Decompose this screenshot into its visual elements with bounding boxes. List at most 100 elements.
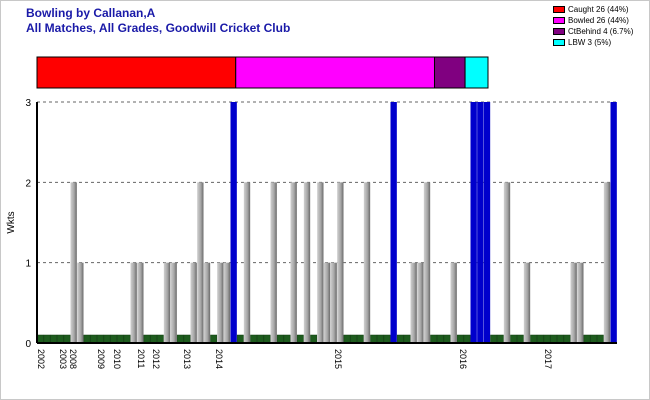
zero-wicket-marker (176, 334, 184, 344)
wicket-bar (330, 262, 337, 343)
zero-wicket-marker (63, 334, 71, 344)
y-tick-label: 2 (25, 178, 31, 189)
dismissal-segment-lbw (464, 56, 489, 89)
zero-wicket-marker (256, 334, 264, 344)
wicket-bar (197, 182, 204, 343)
zero-wicket-marker (96, 334, 104, 344)
x-year-label: 2002 (36, 349, 46, 369)
zero-wicket-marker (310, 334, 318, 344)
zero-wicket-marker (356, 334, 364, 344)
dismissal-bar-outline (36, 56, 489, 89)
legend-swatch-caught (553, 6, 565, 13)
zero-wicket-marker (90, 334, 98, 344)
y-axis-label: Wkts (6, 211, 17, 233)
legend-item-caught: Caught 26 (44%) (553, 4, 633, 15)
x-year-label: 2003 (58, 349, 68, 369)
zero-wicket-marker (43, 334, 51, 344)
zero-wicket-marker (510, 334, 518, 344)
zero-wicket-marker (183, 334, 191, 344)
dismissal-segment-bowled (235, 56, 435, 89)
x-year-label: 2012 (151, 349, 161, 369)
wicket-bar (270, 182, 277, 343)
x-year-label: 2015 (333, 349, 343, 369)
zero-wicket-marker (370, 334, 378, 344)
wicket-bar (410, 262, 417, 343)
wicket-bar (290, 182, 297, 343)
y-tick-label: 1 (25, 259, 31, 270)
wicket-bar-highlight (230, 102, 237, 343)
wicket-bar (137, 262, 144, 343)
zero-wicket-marker (263, 334, 271, 344)
zero-wicket-marker (150, 334, 158, 344)
zero-wicket-marker (490, 334, 498, 344)
zero-wicket-marker (276, 334, 284, 344)
wicket-bar (503, 182, 511, 343)
wicket-bar-highlight (477, 102, 484, 343)
legend-swatch-lbw (553, 39, 565, 46)
zero-wicket-marker (283, 334, 291, 344)
zero-wicket-marker (516, 334, 524, 344)
zero-wicket-marker (463, 334, 471, 344)
legend-item-bowled: Bowled 26 (44%) (553, 15, 633, 26)
legend-label-ctbehind: CtBehind 4 (6.7%) (568, 27, 634, 36)
x-year-label: 2010 (112, 349, 122, 369)
zero-wicket-marker (563, 334, 571, 344)
zero-wicket-marker (36, 334, 44, 344)
wicket-bar (570, 262, 577, 343)
wicket-bar (203, 262, 211, 343)
wicket-bar-highlight (390, 102, 397, 343)
x-year-label: 2017 (543, 349, 553, 369)
wicket-bar (163, 262, 171, 343)
zero-wicket-marker (250, 334, 258, 344)
zero-wicket-marker (596, 334, 604, 344)
zero-wicket-marker (110, 334, 118, 344)
zero-wicket-marker (496, 334, 504, 344)
zero-wicket-marker (236, 334, 244, 344)
wicket-bar-highlight (470, 102, 477, 343)
zero-wicket-marker (56, 334, 64, 344)
dismissal-segment-ctbehind (433, 56, 466, 89)
zero-wicket-marker (456, 334, 464, 344)
zero-wicket-marker (210, 334, 218, 344)
wicket-bar (417, 262, 424, 343)
wicket-bar (523, 262, 531, 343)
chart-subtitle: All Matches, All Grades, Goodwill Cricke… (26, 21, 291, 35)
wicket-bar (603, 182, 611, 343)
wicket-bar (217, 262, 224, 343)
legend-item-lbw: LBW 3 (5%) (553, 37, 633, 48)
zero-wicket-marker (383, 334, 391, 344)
zero-wicket-marker (296, 334, 304, 344)
wicket-bar (70, 182, 77, 343)
zero-wicket-marker (103, 334, 111, 344)
wicket-bar (243, 182, 251, 343)
zero-wicket-marker (443, 334, 451, 344)
wicket-bar (423, 182, 431, 343)
wicket-bar (303, 182, 311, 343)
zero-wicket-marker (123, 334, 131, 344)
legend-label-caught: Caught 26 (44%) (568, 5, 629, 14)
zero-wicket-marker (550, 334, 558, 344)
x-year-label: 2013 (182, 349, 192, 369)
zero-wicket-marker (403, 334, 411, 344)
legend-swatch-bowled (553, 17, 565, 24)
zero-wicket-marker (530, 334, 538, 344)
zero-wicket-marker (436, 334, 444, 344)
y-tick-label: 0 (25, 339, 31, 350)
zero-wicket-marker (583, 334, 591, 344)
legend-item-ctbehind: CtBehind 4 (6.7%) (553, 26, 633, 37)
wicket-bar (190, 262, 197, 343)
zero-wicket-marker (430, 334, 438, 344)
chart-title: Bowling by Callanan,A (26, 6, 156, 20)
x-year-label: 2016 (458, 349, 468, 369)
wicket-bar (577, 262, 584, 343)
zero-wicket-marker (156, 334, 164, 344)
legend-label-lbw: LBW 3 (5%) (568, 38, 612, 47)
zero-wicket-marker (343, 334, 351, 344)
legend: Caught 26 (44%) Bowled 26 (44%) CtBehind… (553, 4, 633, 48)
dismissal-segment-caught (36, 56, 237, 89)
wicket-bar-highlight (483, 102, 491, 343)
y-tick-label: 3 (25, 98, 31, 109)
zero-wicket-marker (543, 334, 551, 344)
zero-wicket-marker (83, 334, 91, 344)
zero-wicket-marker (350, 334, 358, 344)
